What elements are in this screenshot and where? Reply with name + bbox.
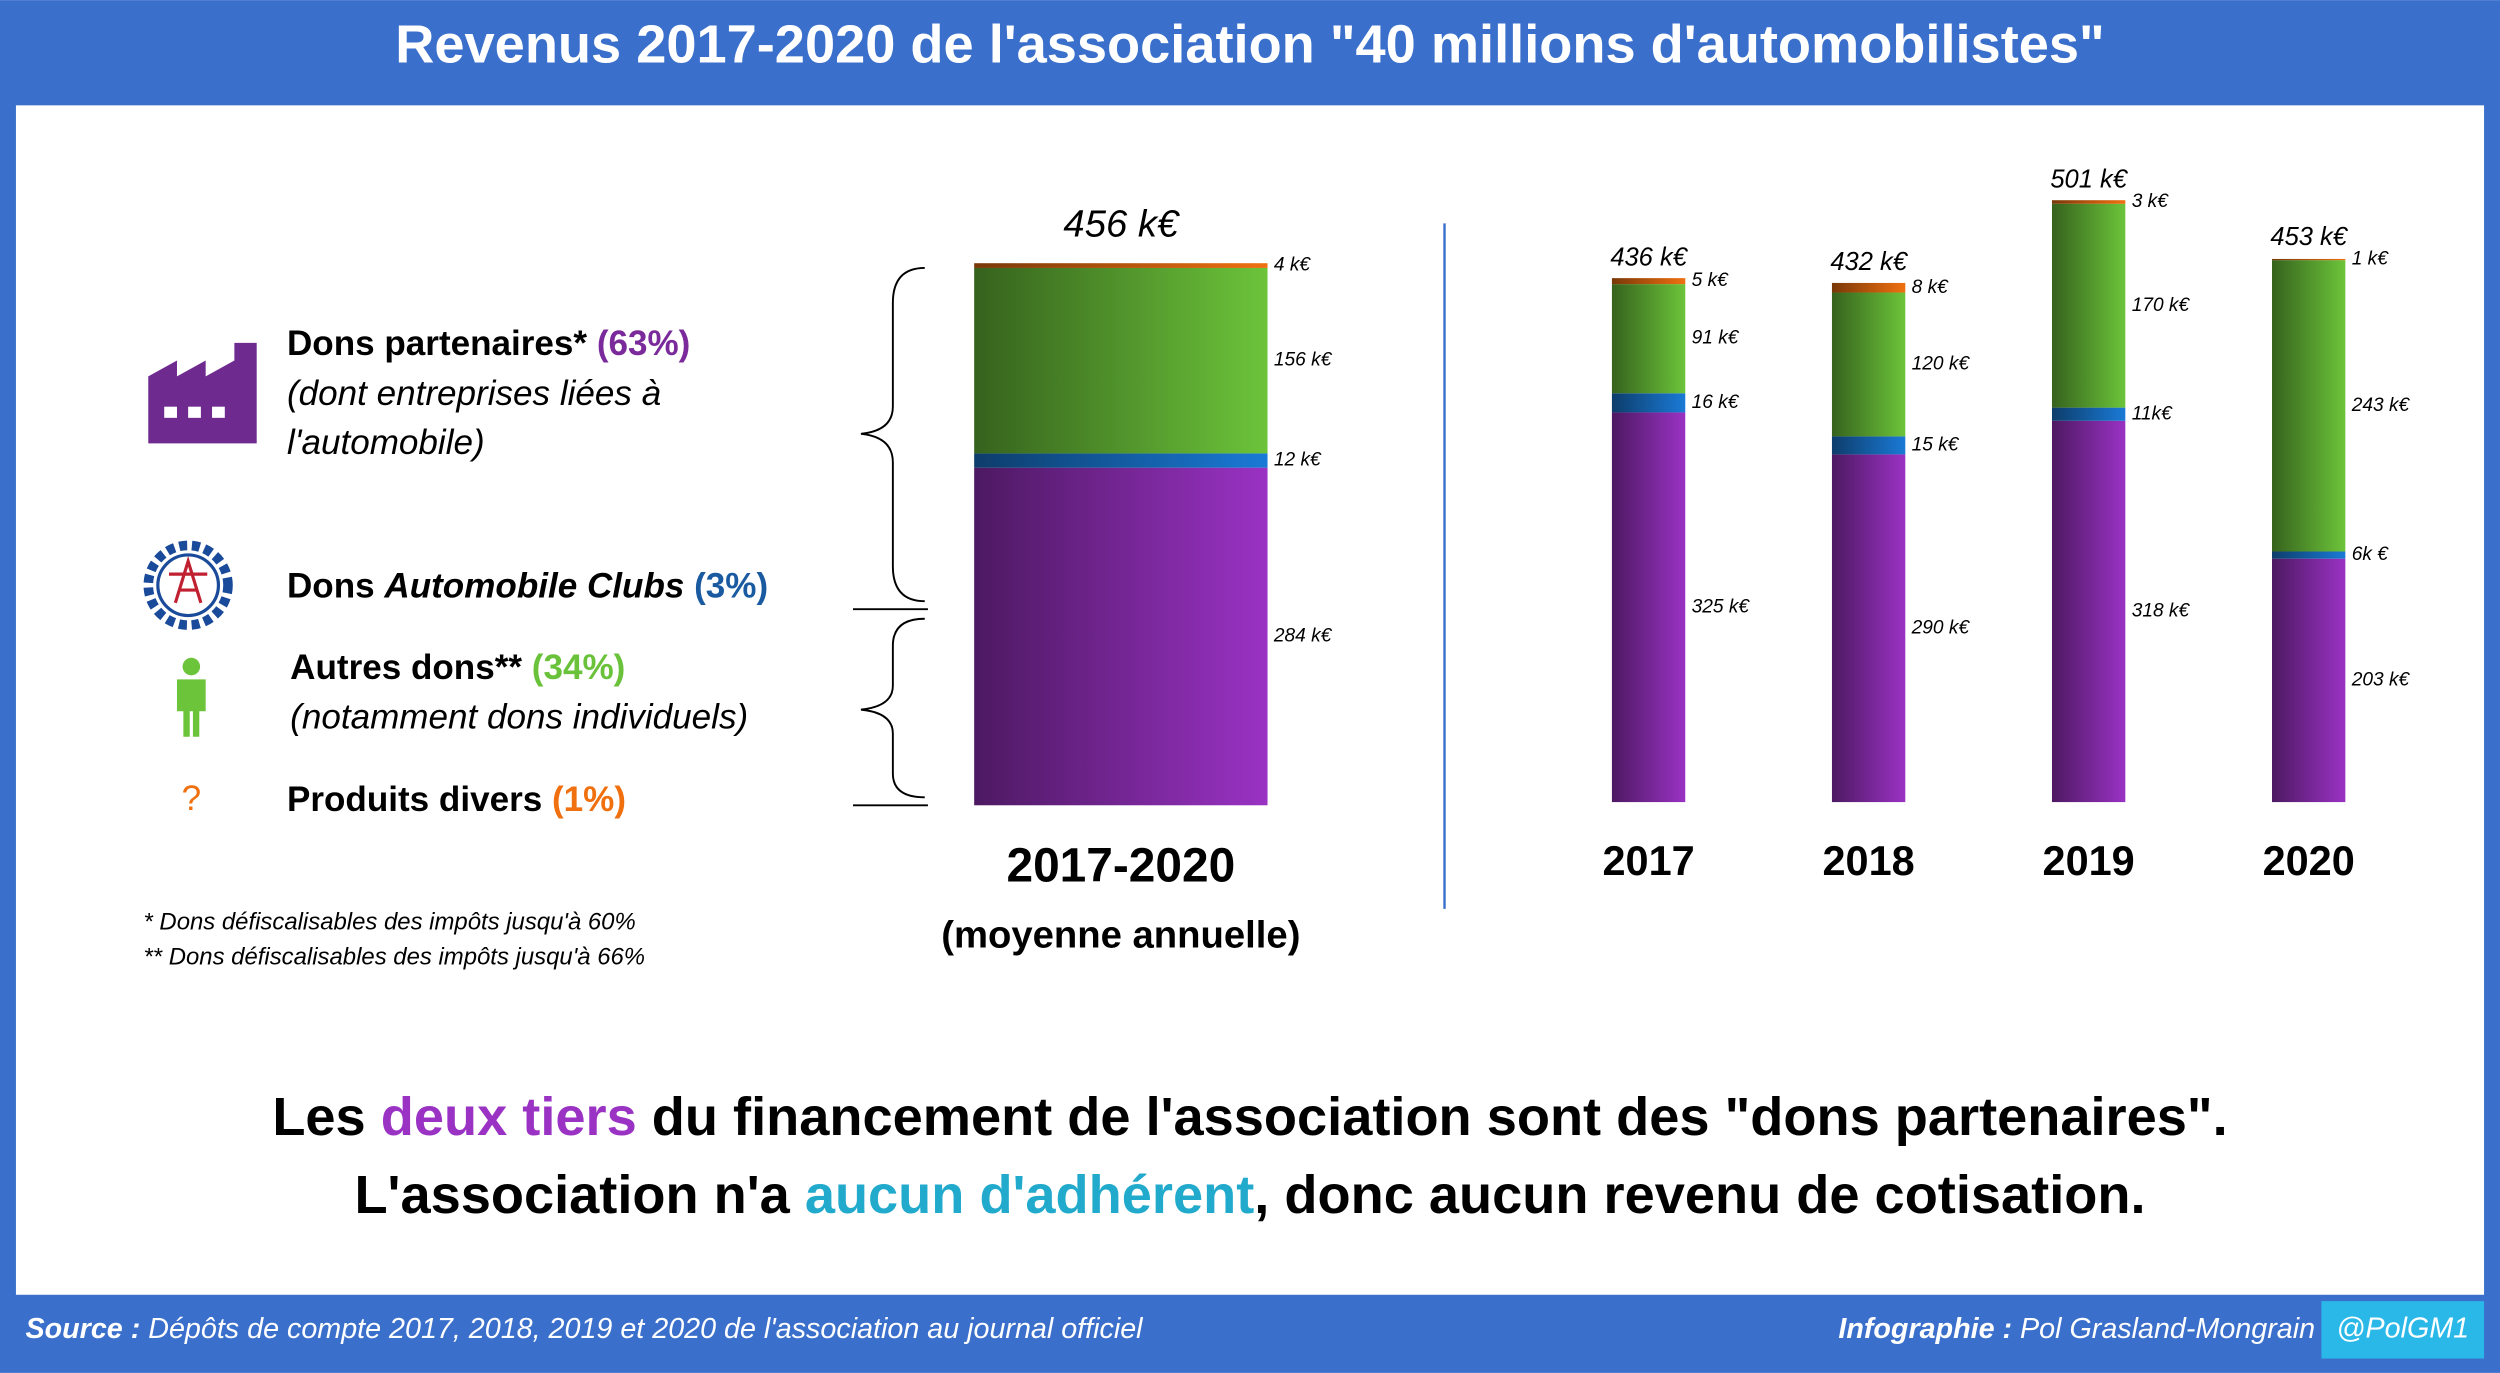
factory-window <box>164 406 177 418</box>
factory-window <box>212 406 225 418</box>
value-label: 120 k€ <box>1912 354 1971 375</box>
conclusion-line: L'association n'a aucun d'adhérent, donc… <box>354 1165 2145 1225</box>
text: L'association n'a <box>354 1165 804 1225</box>
value-label: 16 k€ <box>1692 392 1740 413</box>
bar-segment <box>1611 412 1686 803</box>
club-logo-ring <box>156 553 221 618</box>
legend-share: (1%) <box>552 780 626 819</box>
category-label: 2017 <box>1603 837 1695 884</box>
category-subtitle: (moyenne annuelle) <box>941 914 1300 957</box>
total-label: 453 k€ <box>2270 223 2348 251</box>
value-label: 8 k€ <box>1912 277 1950 298</box>
credit-label: Infographie : <box>1838 1312 2012 1344</box>
legend-share: (63%) <box>597 324 691 363</box>
factory-window <box>188 406 201 418</box>
category-label: 2018 <box>1823 837 1915 884</box>
conclusion-line: Les deux tiers du financement de l'assoc… <box>272 1087 2227 1147</box>
bar-segment <box>1831 292 1906 437</box>
highlight: aucun d'adhérent <box>805 1165 1254 1225</box>
bar-segment <box>1611 284 1686 394</box>
bar-segment <box>1831 436 1906 455</box>
person-icon <box>182 657 201 676</box>
value-label: 4 k€ <box>1274 255 1312 276</box>
source: Source : Dépôts de compte 2017, 2018, 20… <box>26 1312 1145 1344</box>
legend-entry: Dons partenaires* (63%) <box>287 324 690 363</box>
legend-entry: Dons Automobile Clubs (3%) <box>287 567 768 606</box>
total-label: 456 k€ <box>1063 203 1180 246</box>
footnote: ** Dons défiscalisables des impôts jusqu… <box>143 944 645 971</box>
bar-segment <box>2051 203 2126 408</box>
source-label: Source : <box>26 1312 141 1344</box>
value-label: 1 k€ <box>2352 249 2390 270</box>
value-label: 318 k€ <box>2132 601 2191 622</box>
value-label: 5 k€ <box>1692 270 1730 291</box>
legend-name: Autres dons** <box>290 648 522 687</box>
value-label: 170 k€ <box>2132 295 2191 316</box>
legend-note: l'automobile) <box>287 423 485 462</box>
brace <box>860 267 925 603</box>
title: Revenus 2017-2020 de l'association "40 m… <box>395 14 2104 74</box>
handle-box <box>2321 1301 2485 1359</box>
value-label: 12 k€ <box>1274 450 1322 471</box>
category-label: 2019 <box>2043 837 2135 884</box>
legend-entry: Produits divers (1%) <box>287 780 626 819</box>
credit: Infographie : Pol Grasland-Mongrain <box>1838 1312 2315 1344</box>
bar-segment <box>2272 258 2346 261</box>
bar-segment <box>1831 454 1906 803</box>
bar-segment <box>1611 278 1686 285</box>
factory-icon <box>148 342 257 444</box>
unknown-icon: ? <box>182 779 202 818</box>
source-text: Dépôts de compte 2017, 2018, 2019 et 202… <box>140 1312 1144 1344</box>
legend-share: (34%) <box>532 648 626 687</box>
bar-segment <box>2272 551 2346 559</box>
legend-note: (notamment dons individuels) <box>290 697 748 736</box>
club-logo-mark <box>169 555 208 604</box>
bar-segment <box>974 453 1268 468</box>
text: , donc aucun revenu de cotisation. <box>1254 1165 2145 1225</box>
text: Les <box>272 1087 380 1147</box>
legend-name: Dons <box>287 567 375 606</box>
brace <box>860 617 925 799</box>
category-label: 2017-2020 <box>1006 840 1235 893</box>
total-label: 436 k€ <box>1610 243 1688 271</box>
value-label: 243 k€ <box>2351 395 2411 416</box>
person-body <box>176 679 206 737</box>
value-label: 284 k€ <box>1273 626 1333 647</box>
value-label: 15 k€ <box>1912 434 1960 455</box>
handle: @PolGM1 <box>2336 1312 2469 1344</box>
bar-segment <box>1831 282 1906 293</box>
bar-segment <box>2272 260 2346 552</box>
value-label: 11k€ <box>2132 403 2173 424</box>
value-label: 203 k€ <box>2351 669 2411 690</box>
bar-segment <box>2051 200 2126 204</box>
value-label: 156 k€ <box>1274 350 1333 371</box>
bar-segment <box>2051 407 2126 421</box>
value-label: 6k € <box>2352 544 2390 565</box>
value-label: 290 k€ <box>1911 617 1971 638</box>
legend-name-italic: Automobile Clubs <box>383 567 684 606</box>
text: du financement de l'association sont des… <box>637 1087 2228 1147</box>
highlight: deux tiers <box>381 1087 637 1147</box>
bar-segment <box>974 267 1268 454</box>
value-label: 3 k€ <box>2132 191 2170 212</box>
legend-note: (dont entreprises liées à <box>287 374 661 413</box>
bar-segment <box>1611 393 1686 413</box>
bar-segment <box>2272 558 2346 803</box>
value-label: 325 k€ <box>1692 596 1751 617</box>
footnote: * Dons défiscalisables des impôts jusqu'… <box>143 909 635 936</box>
legend-name: Produits divers <box>287 780 542 819</box>
credit-text: Pol Grasland-Mongrain <box>2012 1312 2315 1344</box>
bar-segment <box>974 263 1268 268</box>
total-label: 432 k€ <box>1830 248 1908 276</box>
club-logo <box>143 540 233 630</box>
legend-share: (3%) <box>694 567 768 606</box>
total-label: 501 k€ <box>2050 165 2128 193</box>
legend-entry: Autres dons** (34%) <box>290 648 625 687</box>
category-label: 2020 <box>2263 837 2355 884</box>
bar-segment <box>974 467 1268 806</box>
bar-segment <box>2051 420 2126 803</box>
value-label: 91 k€ <box>1692 328 1740 349</box>
legend-name: Dons partenaires* <box>287 324 587 363</box>
